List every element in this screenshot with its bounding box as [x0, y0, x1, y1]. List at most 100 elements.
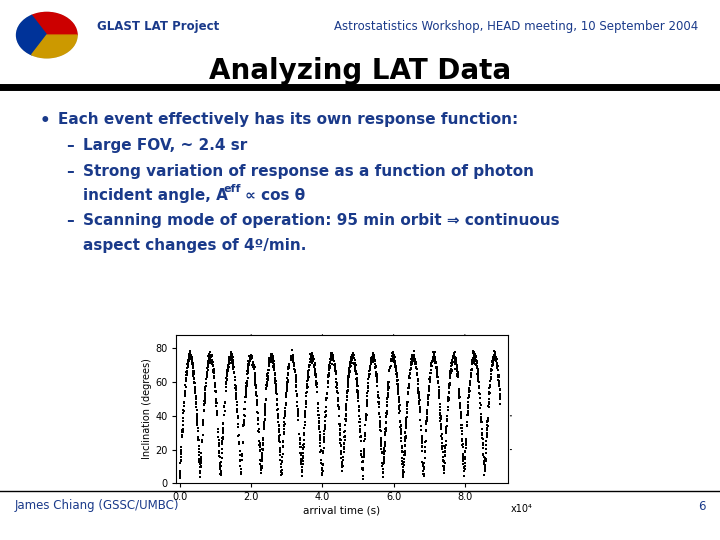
Point: [364, 367, 375, 375]
Point: [197, 435, 208, 444]
Point: [449, 358, 460, 367]
Point: [225, 352, 237, 361]
Point: [261, 378, 273, 387]
Point: [226, 354, 238, 363]
Point: [332, 388, 343, 396]
Point: [273, 425, 284, 434]
Point: [193, 448, 204, 457]
Point: [210, 395, 222, 403]
Point: [375, 435, 387, 444]
Point: [266, 349, 277, 358]
Point: [492, 373, 504, 382]
Point: [280, 401, 292, 409]
Point: [221, 375, 233, 383]
Point: [249, 369, 261, 377]
Point: [210, 399, 222, 407]
Point: [346, 356, 357, 365]
Point: [439, 448, 451, 456]
Point: [223, 356, 235, 365]
Point: [297, 462, 308, 471]
Point: [469, 355, 480, 363]
Point: [261, 381, 272, 389]
Point: [208, 369, 220, 377]
Point: [491, 355, 503, 363]
Point: [382, 392, 393, 401]
Point: [471, 363, 482, 372]
Point: [330, 364, 341, 373]
Point: [446, 362, 457, 370]
Point: [345, 354, 356, 362]
Point: [488, 353, 500, 362]
Point: [219, 402, 230, 410]
Point: [480, 456, 491, 464]
Point: [280, 392, 292, 401]
Point: [274, 448, 286, 456]
Point: [183, 350, 194, 359]
Point: [438, 457, 450, 465]
Point: [193, 445, 204, 454]
Point: [318, 433, 330, 441]
Point: [420, 420, 432, 429]
Point: [339, 433, 351, 442]
Point: [436, 435, 448, 443]
Point: [249, 373, 261, 382]
Point: [481, 424, 492, 433]
Point: [176, 426, 188, 434]
Point: [377, 458, 388, 467]
Point: [255, 462, 266, 471]
Point: [282, 371, 294, 380]
Point: [433, 379, 444, 388]
Point: [224, 353, 235, 362]
Point: [395, 417, 406, 426]
Point: [182, 358, 194, 367]
Point: [361, 401, 372, 410]
Point: [338, 453, 349, 461]
Point: [460, 441, 472, 449]
Point: [403, 380, 415, 389]
Point: [215, 467, 227, 476]
Point: [363, 372, 374, 381]
Point: [190, 395, 202, 404]
Point: [465, 365, 477, 374]
Point: [481, 426, 492, 434]
Point: [357, 464, 369, 473]
Point: [371, 376, 382, 384]
Point: [229, 368, 240, 376]
Point: [361, 398, 373, 407]
Point: [368, 350, 379, 359]
Point: [472, 364, 483, 373]
Point: [491, 359, 503, 368]
Point: [188, 369, 199, 378]
Point: [257, 439, 269, 448]
Point: [310, 369, 321, 378]
Point: [210, 387, 222, 396]
Point: [227, 353, 238, 362]
Point: [207, 356, 218, 364]
Point: [351, 386, 363, 394]
Point: [288, 360, 300, 369]
Point: [204, 353, 216, 361]
Point: [304, 361, 315, 369]
Point: [437, 443, 449, 452]
Point: [241, 382, 253, 390]
Point: [464, 390, 475, 399]
Point: [431, 362, 443, 371]
Point: [343, 368, 355, 376]
Point: [176, 428, 188, 436]
Point: [451, 361, 463, 370]
Point: [304, 360, 315, 369]
Point: [336, 460, 348, 469]
Point: [299, 423, 310, 432]
Point: [392, 387, 404, 395]
Point: [388, 352, 400, 360]
Point: [468, 352, 480, 360]
Point: [410, 362, 422, 371]
Point: [365, 355, 377, 363]
Point: [336, 463, 348, 471]
Point: [296, 468, 307, 476]
Point: [459, 459, 470, 468]
Point: [416, 432, 428, 441]
Point: [402, 398, 413, 407]
Point: [356, 465, 368, 474]
Point: [323, 371, 334, 380]
